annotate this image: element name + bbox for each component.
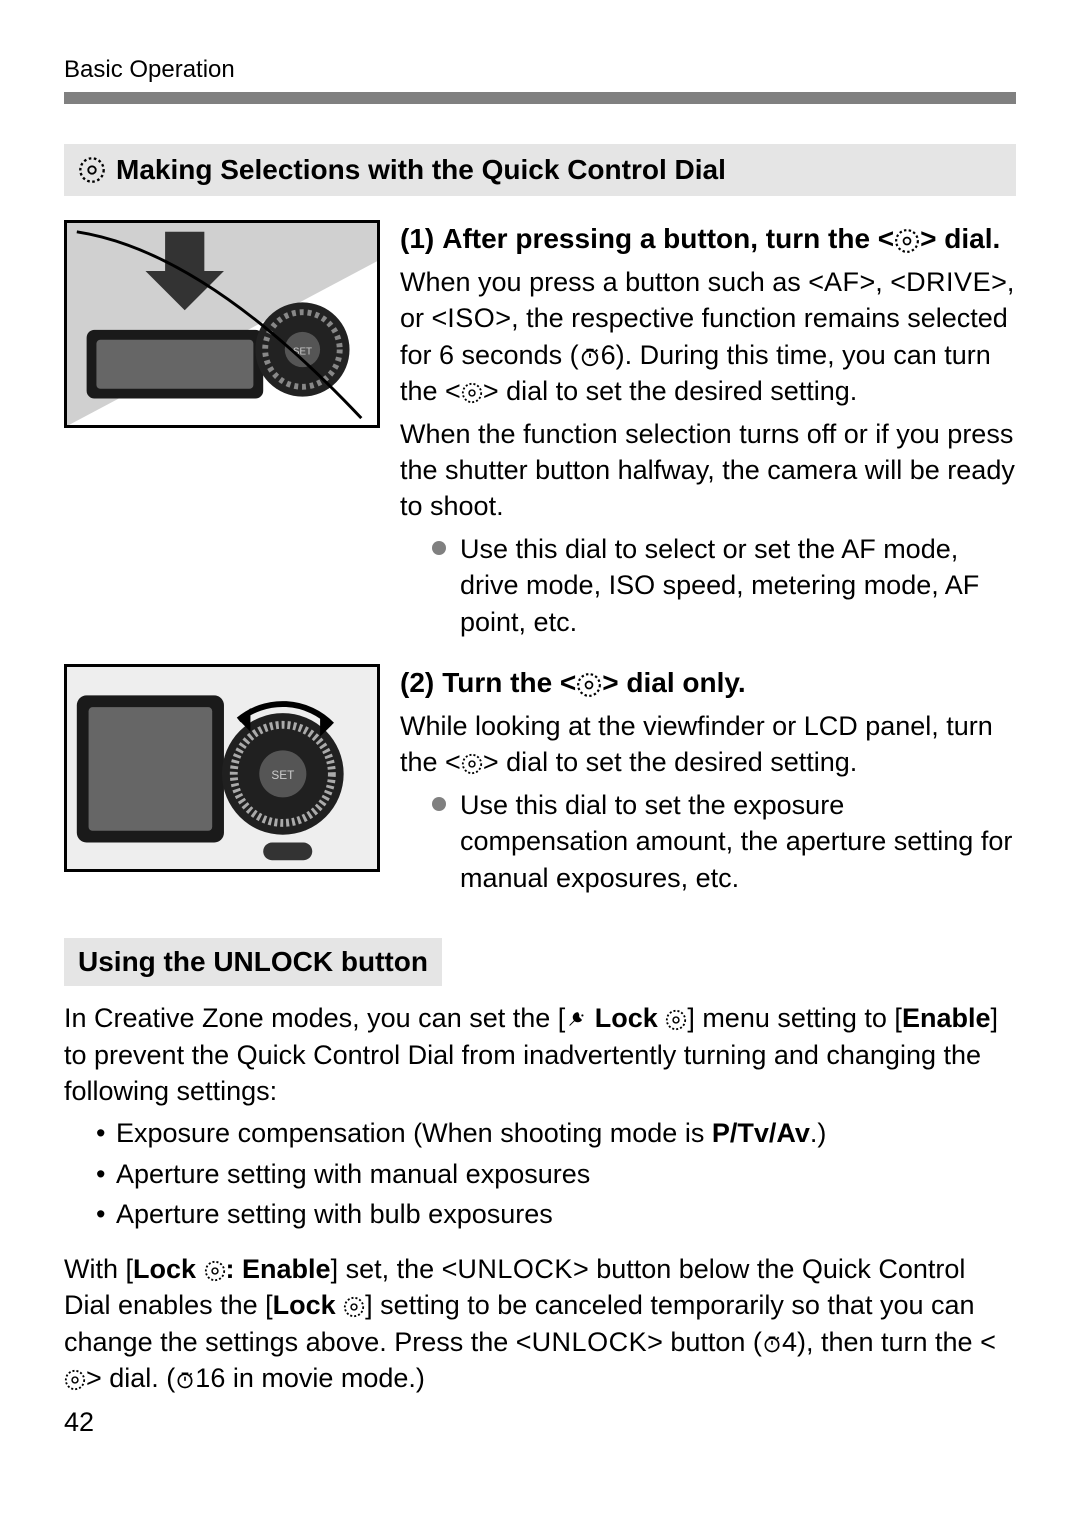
svg-text:SET: SET xyxy=(271,769,294,782)
iso-label: ISO xyxy=(447,303,495,333)
timer-icon xyxy=(579,346,601,368)
step-2-heading: (2) Turn the < > dial only. xyxy=(400,664,1016,702)
enable-label: Enable xyxy=(902,1003,991,1033)
unlock-body: In Creative Zone modes, you can set the … xyxy=(64,1000,1016,1396)
step-2-title-b: > dial only. xyxy=(602,667,745,698)
step-1-num: (1) xyxy=(400,220,434,258)
step-1-title-a: After pressing a button, turn the < xyxy=(442,223,894,254)
step-2-bullets: Use this dial to set the exposure compen… xyxy=(400,787,1016,896)
timer-icon xyxy=(175,1370,195,1390)
step-2-p1: While looking at the viewfinder or LCD p… xyxy=(400,708,1016,781)
text: ] set, the < xyxy=(331,1254,458,1284)
step-2-num: (2) xyxy=(400,664,434,702)
step-1-p2: When the function selection turns off or… xyxy=(400,416,1016,525)
dial-icon xyxy=(461,382,483,404)
list-item: Aperture setting with bulb exposures xyxy=(96,1196,1016,1232)
unlock-p1: In Creative Zone modes, you can set the … xyxy=(64,1000,1016,1109)
section-title: Making Selections with the Quick Control… xyxy=(116,154,726,186)
step-1-content: (1) After pressing a button, turn the < >… xyxy=(400,220,1016,644)
enable-label: : Enable xyxy=(226,1254,331,1284)
text: >, < xyxy=(860,267,907,297)
text: Exposure compensation (When shooting mod… xyxy=(116,1118,712,1148)
dial-icon xyxy=(343,1296,365,1318)
illustration-2: SET xyxy=(64,664,380,872)
running-header: Basic Operation xyxy=(64,56,1016,84)
dial-icon xyxy=(894,228,920,254)
text: > dial. ( xyxy=(86,1363,175,1393)
text: When you press a button such as < xyxy=(400,267,824,297)
text: in movie mode.) xyxy=(225,1363,425,1393)
unlock-label: UNLOCK xyxy=(457,1254,573,1284)
step-1-bullets: Use this dial to select or set the AF mo… xyxy=(400,531,1016,640)
text: > dial to set the desired setting. xyxy=(483,747,857,777)
step-2-content: (2) Turn the < > dial only. While looking… xyxy=(400,664,1016,900)
step-1-p1: When you press a button such as <AF>, <D… xyxy=(400,264,1016,410)
step-2: SET (2) Turn the < > dial only. While loo… xyxy=(64,664,1016,900)
text: 6 xyxy=(601,340,616,370)
list-item: Use this dial to select or set the AF mo… xyxy=(432,531,1016,640)
af-label: AF xyxy=(824,267,860,297)
section-heading: Making Selections with the Quick Control… xyxy=(64,144,1016,196)
text: > dial to set the desired setting. xyxy=(483,376,857,406)
wrench-icon xyxy=(565,1009,587,1031)
text: In Creative Zone modes, you can set the … xyxy=(64,1003,565,1033)
dial-icon xyxy=(204,1260,226,1282)
timer-icon xyxy=(762,1334,782,1354)
unlock-list: Exposure compensation (When shooting mod… xyxy=(64,1115,1016,1232)
lock-label: Lock xyxy=(133,1254,204,1284)
header-rule xyxy=(64,92,1016,104)
text: > button ( xyxy=(647,1327,762,1357)
modes-label: P/Tv/Av xyxy=(712,1118,810,1148)
text: ] menu setting to [ xyxy=(687,1003,902,1033)
unlock-p2: With [Lock : Enable] set, the <UNLOCK> b… xyxy=(64,1251,1016,1397)
step-1: SET (1) After pressing a button, turn th… xyxy=(64,220,1016,644)
dial-icon xyxy=(64,1369,86,1391)
dial-icon xyxy=(576,672,602,698)
list-item: Use this dial to set the exposure compen… xyxy=(432,787,1016,896)
step-2-title-a: Turn the < xyxy=(442,667,576,698)
dial-icon xyxy=(78,156,106,184)
lock-label: Lock xyxy=(273,1290,344,1320)
list-item: Aperture setting with manual exposures xyxy=(96,1156,1016,1192)
text: 16 xyxy=(195,1363,225,1393)
drive-label: DRIVE xyxy=(906,267,991,297)
text: With [ xyxy=(64,1254,133,1284)
list-item: Exposure compensation (When shooting mod… xyxy=(96,1115,1016,1151)
step-1-heading: (1) After pressing a button, turn the < >… xyxy=(400,220,1016,258)
dial-icon xyxy=(461,753,483,775)
dial-icon xyxy=(665,1009,687,1031)
step-1-title-b: > dial. xyxy=(920,223,1000,254)
unlock-label: UNLOCK xyxy=(532,1327,648,1357)
text: ), then turn the < xyxy=(797,1327,996,1357)
unlock-heading: Using the UNLOCK button xyxy=(64,938,442,986)
text: 4 xyxy=(782,1327,797,1357)
text: .) xyxy=(810,1118,827,1148)
lock-label: Lock xyxy=(587,1003,665,1033)
page-number: 42 xyxy=(64,1407,1016,1438)
illustration-1: SET xyxy=(64,220,380,428)
